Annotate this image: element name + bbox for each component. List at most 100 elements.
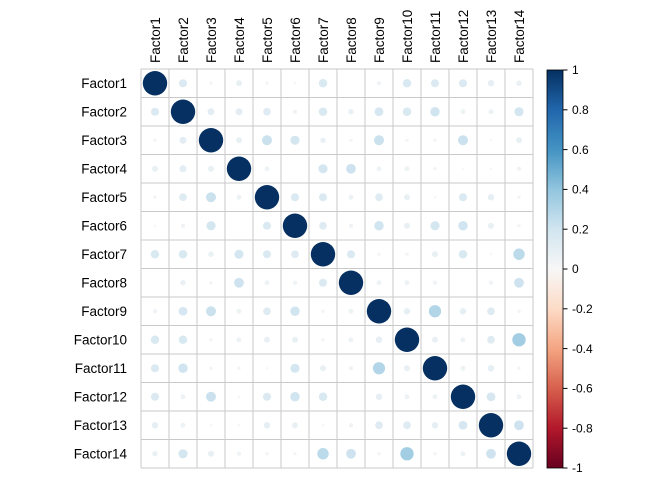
- matrix-cell-circle: [489, 139, 493, 142]
- matrix-cell-circle: [236, 80, 242, 87]
- matrix-cell-circle: [517, 309, 521, 313]
- matrix-cell-circle: [514, 107, 524, 117]
- matrix-cell-circle: [487, 80, 495, 87]
- matrix-cell-circle: [338, 270, 364, 295]
- matrix-cell-circle: [461, 167, 465, 170]
- column-label: Factor7: [316, 17, 331, 63]
- matrix-cell-circle: [318, 79, 328, 88]
- matrix-cell-circle: [153, 138, 157, 142]
- column-label: Factor13: [484, 10, 499, 63]
- matrix-cell-circle: [178, 306, 188, 316]
- matrix-cell-circle: [209, 424, 213, 427]
- matrix-cell-circle: [348, 366, 354, 371]
- matrix-cell-circle: [430, 79, 440, 88]
- row-label: Factor13: [74, 418, 127, 433]
- matrix-cell-circle: [516, 137, 522, 144]
- matrix-cell-circle: [403, 308, 411, 315]
- matrix-cell-circle: [292, 280, 298, 285]
- matrix-grid: [140, 68, 534, 469]
- matrix-cell-circle: [402, 107, 412, 116]
- matrix-cell-circle: [208, 165, 214, 172]
- matrix-cell-circle: [372, 362, 386, 375]
- matrix-cell-circle: [394, 327, 420, 352]
- matrix-cell-circle: [310, 242, 336, 267]
- column-label: Factor8: [344, 17, 359, 63]
- column-label: Factor11: [428, 11, 443, 63]
- matrix-cell-circle: [180, 394, 186, 400]
- matrix-cell-circle: [320, 365, 326, 372]
- matrix-cell-circle: [321, 309, 325, 313]
- matrix-cell-circle: [489, 253, 493, 256]
- matrix-cell-circle: [290, 135, 300, 145]
- column-label: Factor12: [456, 10, 471, 63]
- row-label: Factor4: [81, 161, 127, 176]
- matrix-cell-circle: [430, 221, 440, 231]
- row-label: Factor3: [81, 133, 127, 148]
- matrix-cell-circle: [321, 424, 325, 427]
- column-label: Factor14: [512, 9, 527, 63]
- matrix-cell-circle: [320, 137, 326, 143]
- matrix-cell-circle: [150, 107, 160, 116]
- matrix-cell-circle: [400, 447, 414, 461]
- matrix-cell-circle: [404, 194, 410, 201]
- matrix-cell-circle: [318, 107, 328, 116]
- colorbar: [546, 69, 564, 469]
- matrix-cell-circle: [208, 251, 214, 257]
- matrix-cell-circle: [514, 277, 524, 288]
- matrix-cell-circle: [458, 193, 468, 202]
- matrix-cell-circle: [433, 138, 437, 142]
- matrix-cell-circle: [292, 336, 298, 343]
- matrix-cell-circle: [152, 309, 158, 314]
- matrix-cell-circle: [290, 306, 300, 316]
- column-label: Factor5: [260, 17, 275, 63]
- colorbar-tick-label: 0.6: [572, 143, 589, 157]
- matrix-cell-circle: [205, 391, 217, 402]
- matrix-cell-circle: [178, 335, 188, 344]
- matrix-cell-circle: [237, 424, 241, 427]
- matrix-cell-circle: [264, 336, 270, 343]
- matrix-cell-circle: [207, 108, 215, 116]
- matrix-cell-circle: [153, 224, 157, 227]
- matrix-cell-circle: [206, 221, 216, 231]
- matrix-cell-circle: [516, 394, 522, 400]
- matrix-cell-circle: [432, 280, 438, 285]
- matrix-cell-circle: [459, 308, 467, 315]
- colorbar-tick-label: 0.8: [572, 103, 589, 117]
- matrix-cell-circle: [348, 308, 354, 314]
- column-labels: Factor1 Factor2 Factor3 Factor4 Factor5 Facto…: [148, 9, 527, 63]
- matrix-cell-circle: [235, 108, 243, 116]
- matrix-cell-circle: [170, 99, 196, 124]
- column-label: Factor2: [176, 17, 191, 63]
- matrix-cell-circle: [150, 335, 160, 344]
- row-labels: Factor1 Factor2 Factor3 Factor4 Factor5 Facto…: [74, 76, 128, 462]
- colorbar-tick-label: -1: [572, 461, 583, 475]
- matrix-cell-circle: [236, 308, 242, 314]
- matrix-cell-circle: [487, 365, 495, 372]
- matrix-cell-circle: [234, 249, 244, 259]
- matrix-cell-circle: [460, 109, 466, 115]
- matrix-cell-circle: [180, 280, 186, 286]
- matrix-cell-circle: [375, 336, 383, 343]
- matrix-cell-circle: [348, 223, 354, 228]
- matrix-cell-circle: [318, 164, 328, 174]
- matrix-cell-circle: [376, 81, 382, 86]
- matrix-cell-circle: [236, 451, 242, 456]
- matrix-cell-circle: [404, 280, 410, 286]
- column-label: Factor10: [400, 10, 415, 63]
- matrix-cell-circle: [458, 79, 468, 88]
- matrix-cell-circle: [478, 413, 504, 438]
- matrix-cell-circle: [263, 107, 271, 116]
- matrix-cell-circle: [262, 221, 272, 230]
- row-label: Factor5: [81, 190, 127, 205]
- matrix-cell-circle: [488, 222, 494, 229]
- matrix-cell-circle: [375, 193, 383, 202]
- matrix-cell-circle: [431, 422, 439, 429]
- matrix-cell-circle: [516, 166, 522, 171]
- matrix-cell-circle: [234, 277, 244, 288]
- matrix-cell-circle: [262, 392, 272, 401]
- matrix-cell-circle: [377, 452, 381, 456]
- row-label: Factor9: [81, 304, 127, 319]
- matrix-cell-circle: [404, 365, 410, 372]
- matrix-cell-circle: [209, 281, 213, 285]
